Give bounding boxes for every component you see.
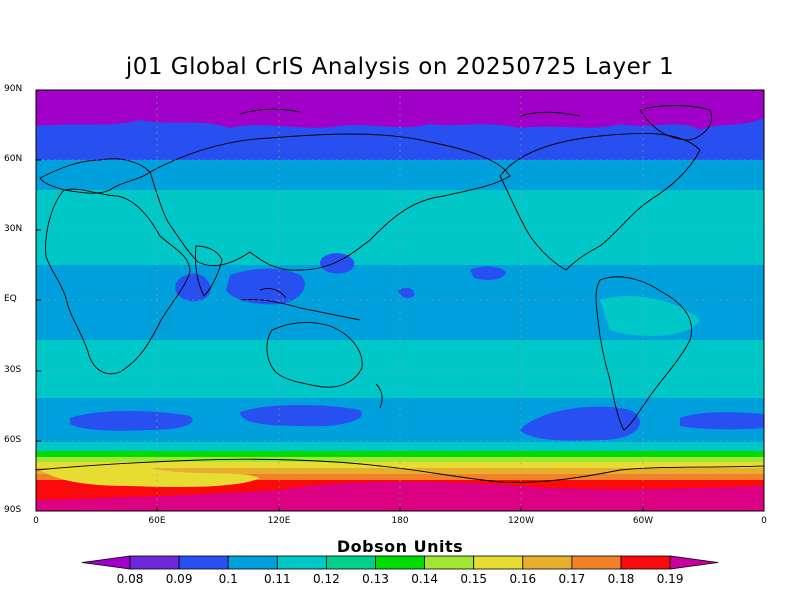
colorbar-segment (129, 555, 180, 570)
antarctic-magenta (36, 481, 764, 511)
band-south-gold (36, 468, 764, 476)
lat-label-30n: 30N (4, 224, 23, 234)
colorbar-tick-label: 0.15 (460, 572, 488, 586)
tropical-blob-central (470, 266, 506, 280)
colorbar-segment (522, 555, 573, 570)
lon-label-60w: 60W (632, 516, 654, 526)
band-south-lime (36, 457, 764, 464)
coast-greenland (639, 105, 712, 141)
colorbar-triangle-high (669, 555, 719, 570)
colorbar-segment (424, 555, 475, 570)
colorbar-segment (178, 555, 229, 570)
colorbar-tick-label: 0.14 (411, 572, 438, 586)
coast-india (195, 245, 223, 297)
south-wave-blue-2 (240, 405, 362, 427)
band-south-green (36, 451, 764, 459)
coast-south-america (595, 276, 692, 431)
south-wave-blue (70, 411, 193, 431)
lat-label-60s: 60S (4, 435, 22, 445)
colorbar-tick-label: 0.09 (165, 572, 193, 586)
colorbar-tick-label: 0.16 (509, 572, 537, 586)
colorbar-segment (276, 555, 327, 570)
colorbar-segment (227, 555, 278, 570)
colorbar-segment (620, 555, 671, 570)
tropical-blob-east (398, 288, 415, 298)
colorbar-tick-label: 0.11 (263, 572, 291, 586)
colorbar (81, 555, 719, 570)
coast-nz (375, 383, 383, 409)
south-teal-lobe (36, 364, 764, 378)
lat-label-90n: 90N (4, 84, 23, 94)
colorbar-tick-label: 0.13 (362, 572, 389, 586)
antarctic-yellow-bulge (40, 464, 260, 488)
coast-europe (39, 158, 151, 194)
coast-arctic (239, 108, 581, 117)
colorbar-segment (375, 555, 425, 570)
lon-label-0-west: 0 (33, 516, 39, 526)
tropical-blob-indian (175, 273, 211, 302)
lat-label-30s: 30S (4, 365, 22, 375)
coast-maritime (239, 287, 361, 321)
colorbar-segment (571, 555, 622, 570)
band-south-yellow (36, 462, 764, 470)
lon-label-60e: 60E (148, 516, 166, 526)
colorbar-tick-label: 0.17 (558, 572, 586, 586)
coast-africa (45, 188, 191, 375)
lon-label-120w: 120W (507, 516, 535, 526)
axis-ticks (35, 89, 765, 512)
colorbar-segment (325, 555, 376, 570)
lat-label-eq: EQ (4, 294, 17, 304)
tropical-blob-pacific (320, 253, 355, 274)
band-mid-north (36, 160, 764, 194)
coast-north-america (499, 132, 701, 271)
lon-label-180: 180 (391, 516, 409, 526)
colorbar-tick-label: 0.19 (656, 572, 684, 586)
coast-asia (149, 133, 511, 271)
band-south-orange (36, 474, 764, 482)
colorbar-tick-label: 0.08 (116, 572, 144, 586)
lat-label-90s: 90S (4, 505, 22, 515)
coastlines (36, 105, 764, 483)
colorbar-title: Dobson Units (336, 537, 464, 556)
lon-label-0-east: 0 (761, 516, 767, 526)
colorbar-tick-label: 0.18 (607, 572, 635, 586)
coast-antarctica (36, 458, 764, 483)
colorbar-tick-label: 0.1 (218, 572, 238, 586)
colorbar-triangle-low (81, 555, 131, 570)
south-wave-blue-3 (520, 406, 640, 441)
south-wave-blue-4 (680, 412, 764, 430)
colorbar-segment (473, 555, 524, 570)
tropical-teal-atlantic (600, 296, 700, 336)
lon-label-120e: 120E (267, 516, 291, 526)
tropical-blob-maritime (226, 268, 305, 305)
colorbar-tick-label: 0.12 (313, 572, 340, 586)
lat-label-60n: 60N (4, 154, 23, 164)
map-title: j01 Global CrIS Analysis on 20250725 Lay… (125, 54, 675, 80)
coast-australia (266, 322, 363, 388)
graticule (36, 90, 764, 511)
